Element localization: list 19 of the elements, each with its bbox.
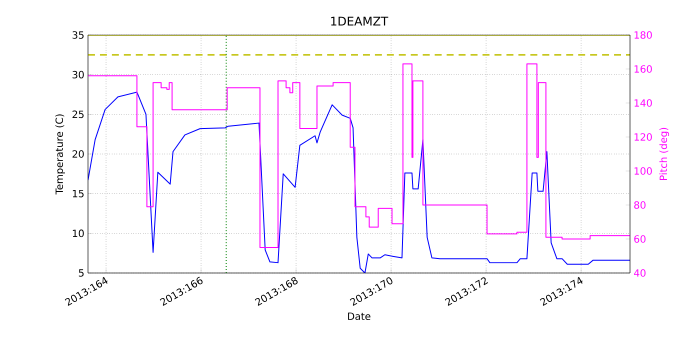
y2-tick-label: 140	[634, 99, 652, 107]
y-tick-label: 20	[72, 150, 84, 158]
x-axis-title: Date	[348, 312, 370, 320]
y-tick-label: 35	[72, 31, 84, 39]
y-axis-title: Temperature (C)	[55, 114, 65, 195]
y-tick-label: 5	[78, 269, 84, 277]
y2-tick-label: 60	[634, 235, 646, 243]
y-tick-label: 10	[72, 230, 84, 238]
y2-tick-label: 160	[634, 65, 652, 73]
y2-tick-label: 80	[634, 201, 646, 209]
y2-tick-label: 40	[634, 269, 646, 277]
y2-tick-label: 120	[634, 133, 652, 141]
y2-axis-title: Pitch (deg)	[659, 128, 670, 180]
y2-tick-label: 100	[634, 167, 652, 175]
y-tick-label: 30	[72, 70, 84, 78]
chart-title: 1DEAMZT	[331, 16, 388, 26]
y-tick-label: 15	[72, 190, 84, 198]
y-tick-label: 25	[72, 110, 84, 118]
y2-tick-label: 180	[634, 31, 652, 39]
